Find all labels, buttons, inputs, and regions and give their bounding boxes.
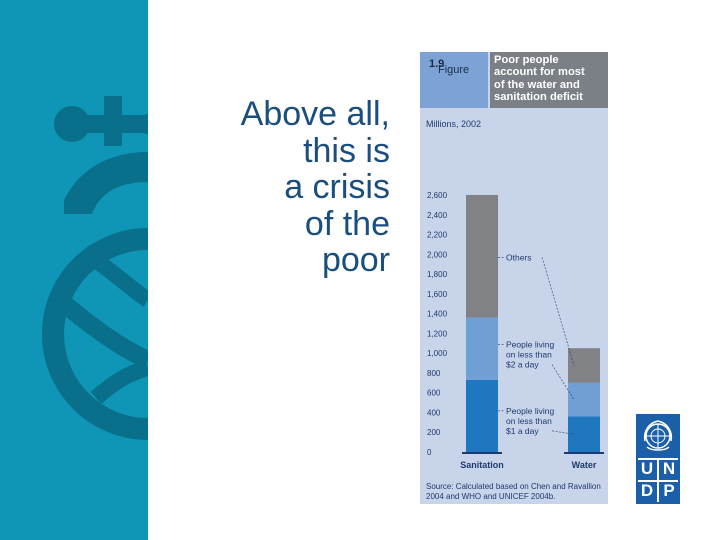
- logo-divider: [657, 458, 659, 502]
- source-line: Source: Calculated based on Chen and Rav…: [426, 482, 601, 491]
- bar-segment-under_2: [568, 382, 600, 417]
- annotation-label: Others: [506, 252, 532, 262]
- headline-line: this is: [303, 131, 390, 170]
- y-tick-label: 1,800: [427, 270, 448, 279]
- headline-line: a crisis: [284, 168, 390, 206]
- y-axis-label: Millions, 2002: [426, 119, 481, 129]
- y-tick-label: 2,200: [427, 231, 448, 240]
- figure-title-line: account for most: [494, 66, 585, 79]
- y-tick-label: 2,400: [427, 211, 448, 220]
- bar-segment-others: [568, 348, 600, 383]
- headline-line: poor: [321, 241, 390, 279]
- annotation-label: $1 a day: [506, 426, 539, 436]
- bar-segment-under_2: [466, 317, 498, 380]
- y-tick-label: 1,200: [427, 329, 448, 338]
- figure-panel: Figure 1.9 Poor people account for most …: [420, 52, 608, 504]
- x-tick-label: Water: [572, 460, 597, 470]
- annotation-label: People living: [506, 340, 554, 350]
- figure-header: Figure 1.9 Poor people account for most …: [420, 52, 608, 108]
- sidebar-panel: [0, 0, 148, 540]
- figure-title-line: of the water and: [494, 78, 580, 91]
- annotation-leader: [541, 257, 575, 366]
- figure-label: Figure 1.9: [420, 52, 488, 108]
- y-tick-label: 2,000: [427, 250, 448, 259]
- logo-letter: N: [662, 459, 676, 478]
- logo-letter: U: [640, 459, 654, 478]
- annotation-leader: [551, 430, 575, 435]
- water-tap-globe-motif: [42, 96, 148, 440]
- figure-label-prefix: Figure: [438, 64, 470, 76]
- annotation-label: People living: [506, 406, 554, 416]
- y-tick-label: 1,600: [427, 290, 448, 299]
- headline-line: Above all,: [240, 95, 390, 133]
- stacked-bar-chart: Millions, 2002 0 200 400 600 800 1,000 1,200 1,4…: [426, 119, 604, 470]
- undp-logo: U N D P: [636, 414, 680, 504]
- headline-line: of the: [304, 204, 390, 243]
- figure-number: 1.9: [429, 58, 445, 70]
- y-tick-label: 200: [427, 428, 441, 437]
- figure-title-line: sanitation deficit: [494, 91, 583, 104]
- logo-letter: P: [663, 481, 675, 500]
- figure-source: Source: Calculated based on Chen and Rav…: [426, 482, 606, 501]
- annotation-label: on less than: [506, 350, 552, 360]
- slide-headline: Above all, this is a crisis of the poor: [200, 96, 390, 279]
- un-emblem-icon: [643, 420, 673, 451]
- y-tick-label: 2,600: [427, 191, 448, 200]
- source-line: 2004 and WHO and UNICEF 2004b.: [426, 491, 556, 501]
- x-tick-label: Sanitation: [460, 460, 504, 470]
- y-tick-label: 0: [427, 448, 432, 457]
- bar-segment-others: [466, 195, 498, 318]
- figure-title: Poor people account for most of the wate…: [490, 52, 608, 108]
- bar-segment-under_1: [466, 379, 498, 452]
- annotation-label: $2 a day: [506, 360, 539, 370]
- y-tick-label: 1,000: [427, 349, 448, 358]
- figure-title-line: Poor people: [494, 54, 559, 66]
- y-tick-label: 1,400: [427, 310, 448, 319]
- y-tick-label: 800: [427, 369, 441, 378]
- y-tick-label: 400: [427, 408, 441, 417]
- logo-letter: D: [640, 481, 654, 500]
- y-tick-label: 600: [427, 389, 441, 398]
- annotation-label: on less than: [506, 416, 552, 426]
